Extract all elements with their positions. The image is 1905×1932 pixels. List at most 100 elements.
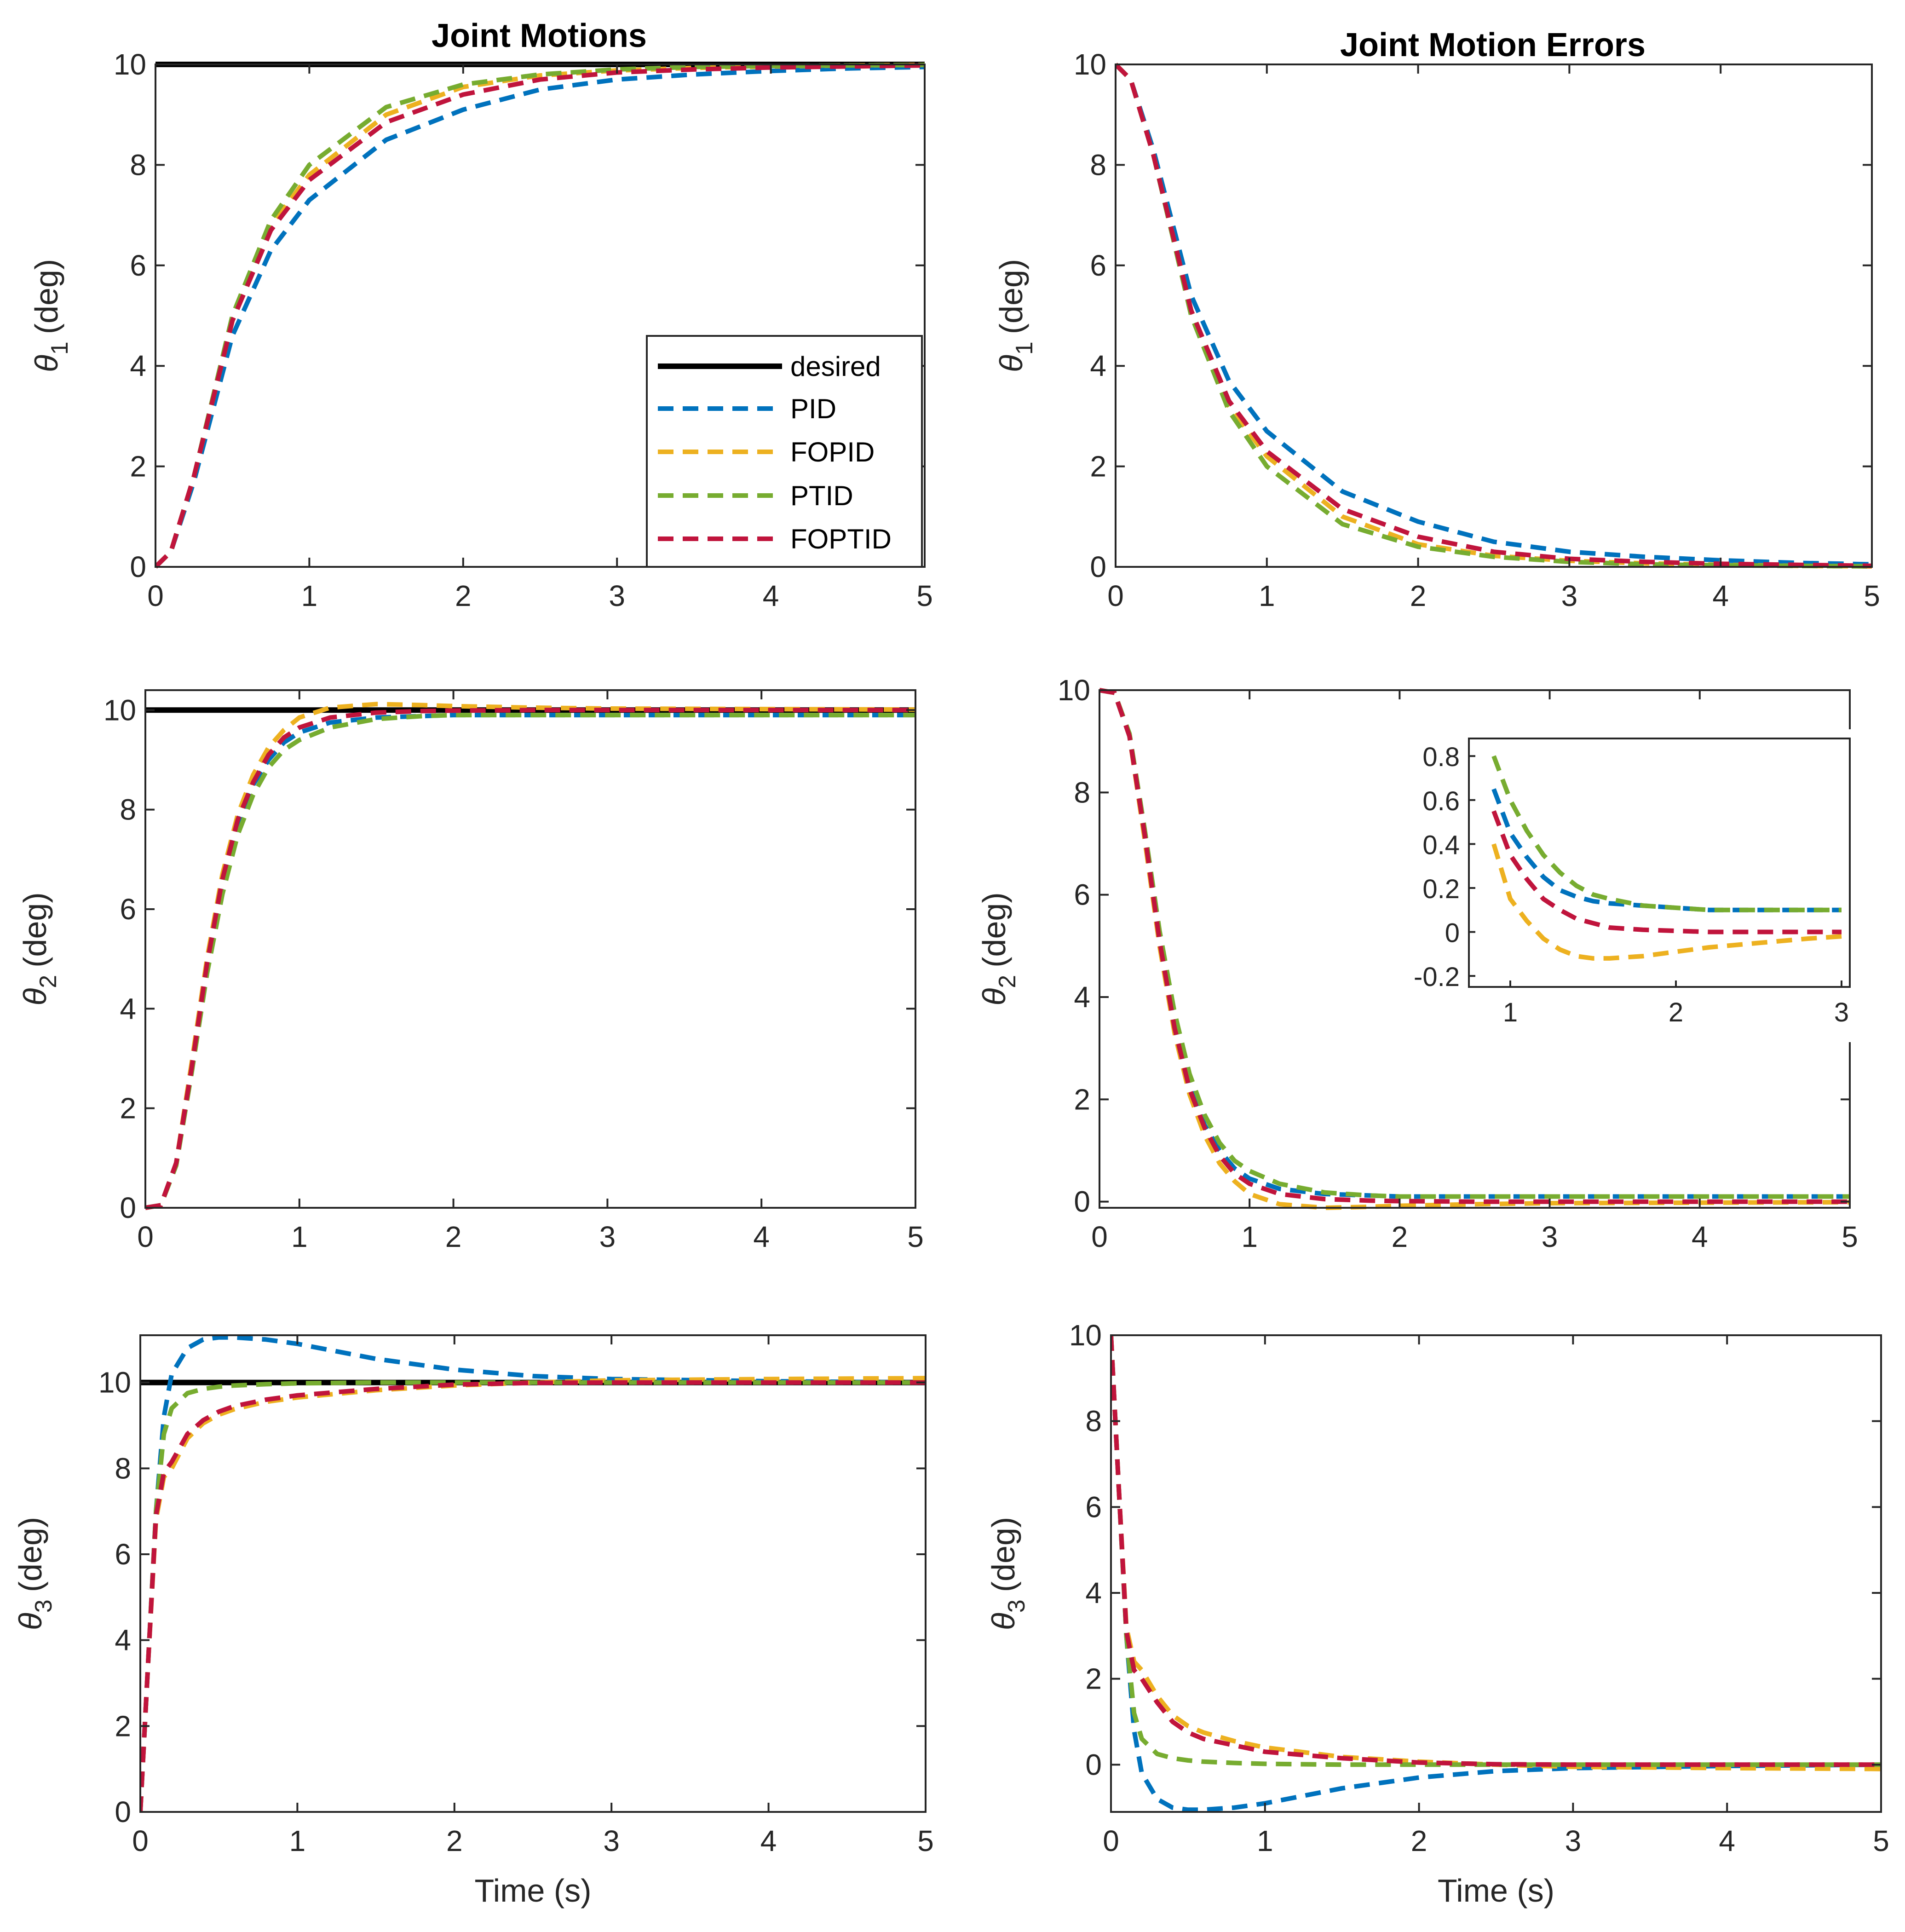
y-tick-label: 8 <box>115 1452 131 1485</box>
legend-label-desired: desired <box>790 351 881 382</box>
y-axis-label-unit: (deg) <box>29 259 64 334</box>
x-tick-label: 2 <box>1410 579 1427 612</box>
y-tick-label: 0 <box>1090 550 1106 583</box>
x-tick-label: 2 <box>446 1824 463 1857</box>
x-tick-label: 4 <box>1712 579 1729 612</box>
series-line-foptid <box>155 63 925 569</box>
y-tick-label: 10 <box>104 693 136 727</box>
y-axis-label-unit: (deg) <box>12 1517 48 1592</box>
y-tick-label: 10 <box>114 48 146 81</box>
x-tick-label: 5 <box>1873 1824 1889 1857</box>
series-group <box>145 702 915 1210</box>
x-tick-label: 4 <box>760 1824 777 1857</box>
legend-label-fopid: FOPID <box>790 437 875 467</box>
y-axis-label-symbol: θ <box>29 355 64 372</box>
x-tick-label: 0 <box>137 1220 154 1253</box>
x-tick-label: 0 <box>1107 579 1124 612</box>
y-tick-label: 4 <box>1074 980 1090 1014</box>
series-line-ptid <box>1491 755 1842 912</box>
axes-box <box>1468 738 1851 988</box>
y-axis-label-unit: (deg) <box>976 892 1012 967</box>
y-tick-label: 0.2 <box>1422 874 1460 904</box>
x-tick-label: 4 <box>763 579 779 612</box>
panel-joint2-error-inset: 1 2 3 -0.2 0 0.2 0.4 0.6 0.8 <box>1391 729 1864 1042</box>
x-tick-label: 5 <box>1842 1220 1858 1253</box>
y-tick-label: 6 <box>1085 1490 1102 1523</box>
y-tick-label: 2 <box>130 450 146 483</box>
series-line-pid <box>140 1335 926 1812</box>
y-axis-label: θ3 (deg) <box>985 1517 1030 1630</box>
y-axis-label-unit: (deg) <box>17 892 53 967</box>
series-line-pid <box>1491 788 1842 912</box>
x-tick-label: 5 <box>917 1824 934 1857</box>
series-line-fopid <box>1491 843 1842 961</box>
x-tick-label: 0 <box>132 1824 149 1857</box>
y-tick-label: 4 <box>1090 349 1106 382</box>
y-axis-label: θ3 (deg) <box>12 1517 57 1630</box>
y-tick-label: 10 <box>1074 48 1106 81</box>
y-axis-label-subscript: 1 <box>46 341 73 355</box>
series-line-foptid <box>1111 1335 1881 1767</box>
y-axis-label-symbol: θ <box>985 1613 1021 1630</box>
y-tick-label: 10 <box>1069 1319 1102 1352</box>
series-line-pid <box>1116 63 1872 567</box>
y-tick-label: 8 <box>1090 148 1106 181</box>
series-line-foptid <box>1491 810 1842 934</box>
y-tick-label: 0 <box>120 1191 136 1224</box>
series-line-ptid <box>1111 1335 1881 1767</box>
x-tick-label: 3 <box>609 579 625 612</box>
x-tick-label: 1 <box>1257 1824 1273 1857</box>
series-line-pid <box>155 64 925 569</box>
x-tick-label: 4 <box>1719 1824 1735 1857</box>
y-tick-label: 6 <box>1074 878 1090 911</box>
y-axis-label-subscript: 1 <box>1011 341 1038 355</box>
x-tick-label: 4 <box>1692 1220 1708 1253</box>
y-tick-label: 8 <box>1085 1405 1102 1438</box>
y-tick-label: 0 <box>1085 1748 1102 1781</box>
axes-box <box>155 63 926 568</box>
y-axis-label: θ2 (deg) <box>17 892 62 1005</box>
x-tick-label: 1 <box>301 579 318 612</box>
left-column-title: Joint Motions <box>432 17 647 54</box>
y-axis-label-symbol: θ <box>17 988 53 1006</box>
y-axis-label-subscript: 2 <box>994 975 1021 988</box>
y-axis-label: θ1 (deg) <box>993 259 1038 372</box>
y-tick-label: 2 <box>115 1709 131 1742</box>
axes-box <box>144 689 916 1209</box>
y-tick-label: 8 <box>130 148 146 181</box>
y-axis-label-unit: (deg) <box>993 259 1029 334</box>
y-tick-label: 2 <box>120 1092 136 1125</box>
x-tick-label: 1 <box>289 1824 306 1857</box>
x-tick-label: 5 <box>1864 579 1880 612</box>
x-tick-label: 5 <box>916 579 933 612</box>
legend-label-foptid: FOPTID <box>790 524 892 554</box>
y-tick-label: 4 <box>130 349 146 382</box>
y-axis-label-symbol: θ <box>993 355 1029 372</box>
series-line-foptid <box>1099 688 1850 1204</box>
y-tick-label: 0 <box>130 550 146 583</box>
y-axis-label-subscript: 3 <box>30 1599 57 1613</box>
y-axis-label-subscript: 2 <box>35 975 62 988</box>
right-column-title: Joint Motion Errors <box>1340 27 1646 63</box>
x-tick-label: 1 <box>1259 579 1275 612</box>
y-tick-label: 4 <box>1085 1576 1102 1609</box>
y-axis-label-subscript: 3 <box>1003 1599 1030 1613</box>
y-tick-label: 4 <box>120 992 136 1025</box>
y-tick-label: 6 <box>1090 249 1106 282</box>
x-tick-label: 2 <box>1669 998 1683 1027</box>
series-group <box>1491 755 1842 961</box>
y-axis-label-unit: (deg) <box>985 1517 1021 1592</box>
x-tick-label: 5 <box>907 1220 924 1253</box>
y-tick-label: 0 <box>115 1795 131 1828</box>
series-group <box>1099 688 1850 1210</box>
x-axis-label: Time (s) <box>474 1873 591 1909</box>
x-tick-label: 1 <box>1241 1220 1258 1253</box>
series-group <box>1111 1335 1881 1812</box>
x-tick-label: 2 <box>1411 1824 1427 1857</box>
y-tick-label: 2 <box>1085 1662 1102 1696</box>
x-tick-label: 3 <box>599 1220 616 1253</box>
legend: desired PID FOPID PTID FOPTID <box>646 335 923 568</box>
